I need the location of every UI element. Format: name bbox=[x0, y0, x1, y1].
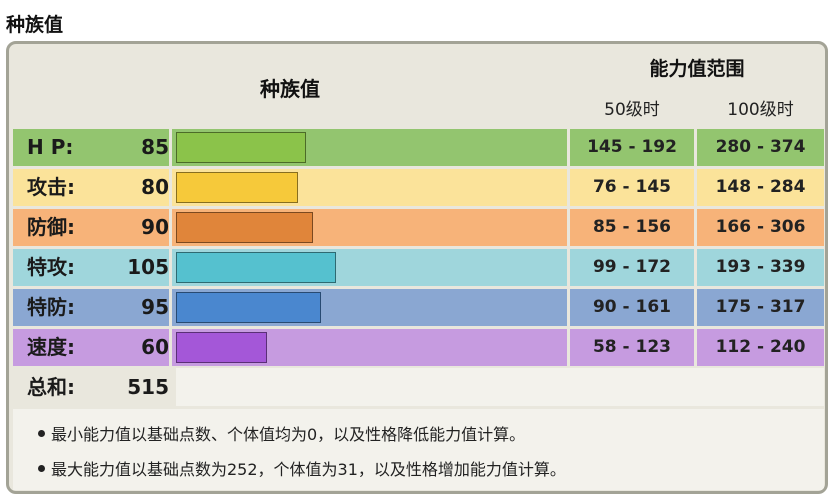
column-divider bbox=[169, 289, 172, 326]
column-divider bbox=[169, 129, 172, 166]
stat-bar bbox=[176, 212, 313, 243]
stat-label: H P: bbox=[27, 135, 74, 159]
stat-label: 攻击: bbox=[27, 175, 75, 199]
stat-value: 60 bbox=[141, 335, 169, 359]
stat-row-speed: 速度: 60 58 - 123 112 - 240 bbox=[13, 329, 824, 366]
stat-label: 速度: bbox=[27, 335, 75, 359]
stat-bar-cell bbox=[172, 329, 567, 366]
stat-bar-cell bbox=[172, 169, 567, 206]
stat-bar-cell bbox=[172, 209, 567, 246]
stat-bar-cell bbox=[172, 129, 567, 166]
header-level-50: 50级时 bbox=[570, 89, 694, 126]
page-title: 种族值 bbox=[6, 14, 64, 36]
stat-row-sp-attack: 特攻: 105 99 - 172 193 - 339 bbox=[13, 249, 824, 286]
stat-row-attack: 攻击: 80 76 - 145 148 - 284 bbox=[13, 169, 824, 206]
note-min-stat: 最小能力值以基础点数、个体值均为0，以及性格降低能力值计算。 bbox=[38, 424, 525, 446]
range-level-100: 148 - 284 bbox=[715, 177, 806, 197]
range-level-100: 112 - 240 bbox=[715, 337, 806, 357]
stat-label: 防御: bbox=[27, 215, 75, 239]
range-level-50: 145 - 192 bbox=[587, 137, 677, 157]
column-divider bbox=[169, 249, 172, 286]
stat-label: 特攻: bbox=[27, 255, 75, 279]
stat-row-defense: 防御: 90 85 - 156 166 - 306 bbox=[13, 209, 824, 246]
note-text: 最小能力值以基础点数、个体值均为0，以及性格降低能力值计算。 bbox=[51, 425, 526, 444]
range-level-100: 166 - 306 bbox=[715, 217, 806, 237]
note-max-stat: 最大能力值以基础点数为252，个体值为31，以及性格增加能力值计算。 bbox=[38, 459, 566, 481]
range-level-50: 85 - 156 bbox=[592, 217, 672, 237]
column-divider bbox=[169, 209, 172, 246]
total-value: 515 bbox=[127, 375, 169, 399]
base-stats-table: 种族值 能力值范围 50级时 100级时 H P: 85 145 - 192 280 … bbox=[6, 41, 828, 494]
column-divider bbox=[694, 329, 697, 366]
range-level-50: 90 - 161 bbox=[592, 297, 672, 317]
stat-label: 特防: bbox=[27, 295, 75, 319]
total-row: 总和: 515 bbox=[13, 368, 824, 406]
range-level-50: 99 - 172 bbox=[592, 257, 672, 277]
stat-value: 85 bbox=[141, 135, 169, 159]
column-divider bbox=[567, 129, 570, 166]
notes-section: 最小能力值以基础点数、个体值均为0，以及性格降低能力值计算。 最大能力值以基础点… bbox=[13, 409, 824, 490]
column-divider bbox=[567, 249, 570, 286]
header-level-100: 100级时 bbox=[697, 89, 824, 126]
stat-value: 90 bbox=[141, 215, 169, 239]
stat-bar bbox=[176, 332, 267, 363]
total-blank-cell bbox=[176, 368, 824, 406]
column-divider bbox=[567, 329, 570, 366]
column-divider bbox=[694, 169, 697, 206]
stat-bar-cell bbox=[172, 249, 567, 286]
range-level-100: 193 - 339 bbox=[715, 257, 806, 277]
stat-bar-cell bbox=[172, 289, 567, 326]
stat-bar bbox=[176, 252, 336, 283]
note-text: 最大能力值以基础点数为252，个体值为31，以及性格增加能力值计算。 bbox=[51, 460, 566, 479]
column-divider bbox=[567, 289, 570, 326]
column-divider bbox=[694, 209, 697, 246]
stat-value: 95 bbox=[141, 295, 169, 319]
stat-row-sp-defense: 特防: 95 90 - 161 175 - 317 bbox=[13, 289, 824, 326]
stat-bar bbox=[176, 172, 298, 203]
column-divider bbox=[567, 169, 570, 206]
stat-row-hp: H P: 85 145 - 192 280 - 374 bbox=[13, 129, 824, 166]
range-level-50: 58 - 123 bbox=[592, 337, 672, 357]
total-label: 总和: bbox=[27, 375, 75, 399]
stat-bar bbox=[176, 132, 306, 163]
range-level-50: 76 - 145 bbox=[592, 177, 672, 197]
header-base-stats: 种族值 bbox=[13, 48, 567, 126]
header-stat-range: 能力值范围 bbox=[570, 48, 824, 86]
stat-value: 105 bbox=[127, 255, 169, 279]
column-divider bbox=[694, 249, 697, 286]
bullet-icon bbox=[38, 430, 45, 437]
column-divider bbox=[169, 169, 172, 206]
column-divider bbox=[169, 329, 172, 366]
column-divider bbox=[567, 209, 570, 246]
range-level-100: 175 - 317 bbox=[715, 297, 806, 317]
column-divider bbox=[694, 129, 697, 166]
column-divider bbox=[694, 289, 697, 326]
range-level-100: 280 - 374 bbox=[715, 137, 806, 157]
stat-bar bbox=[176, 292, 321, 323]
bullet-icon bbox=[38, 465, 45, 472]
stat-value: 80 bbox=[141, 175, 169, 199]
